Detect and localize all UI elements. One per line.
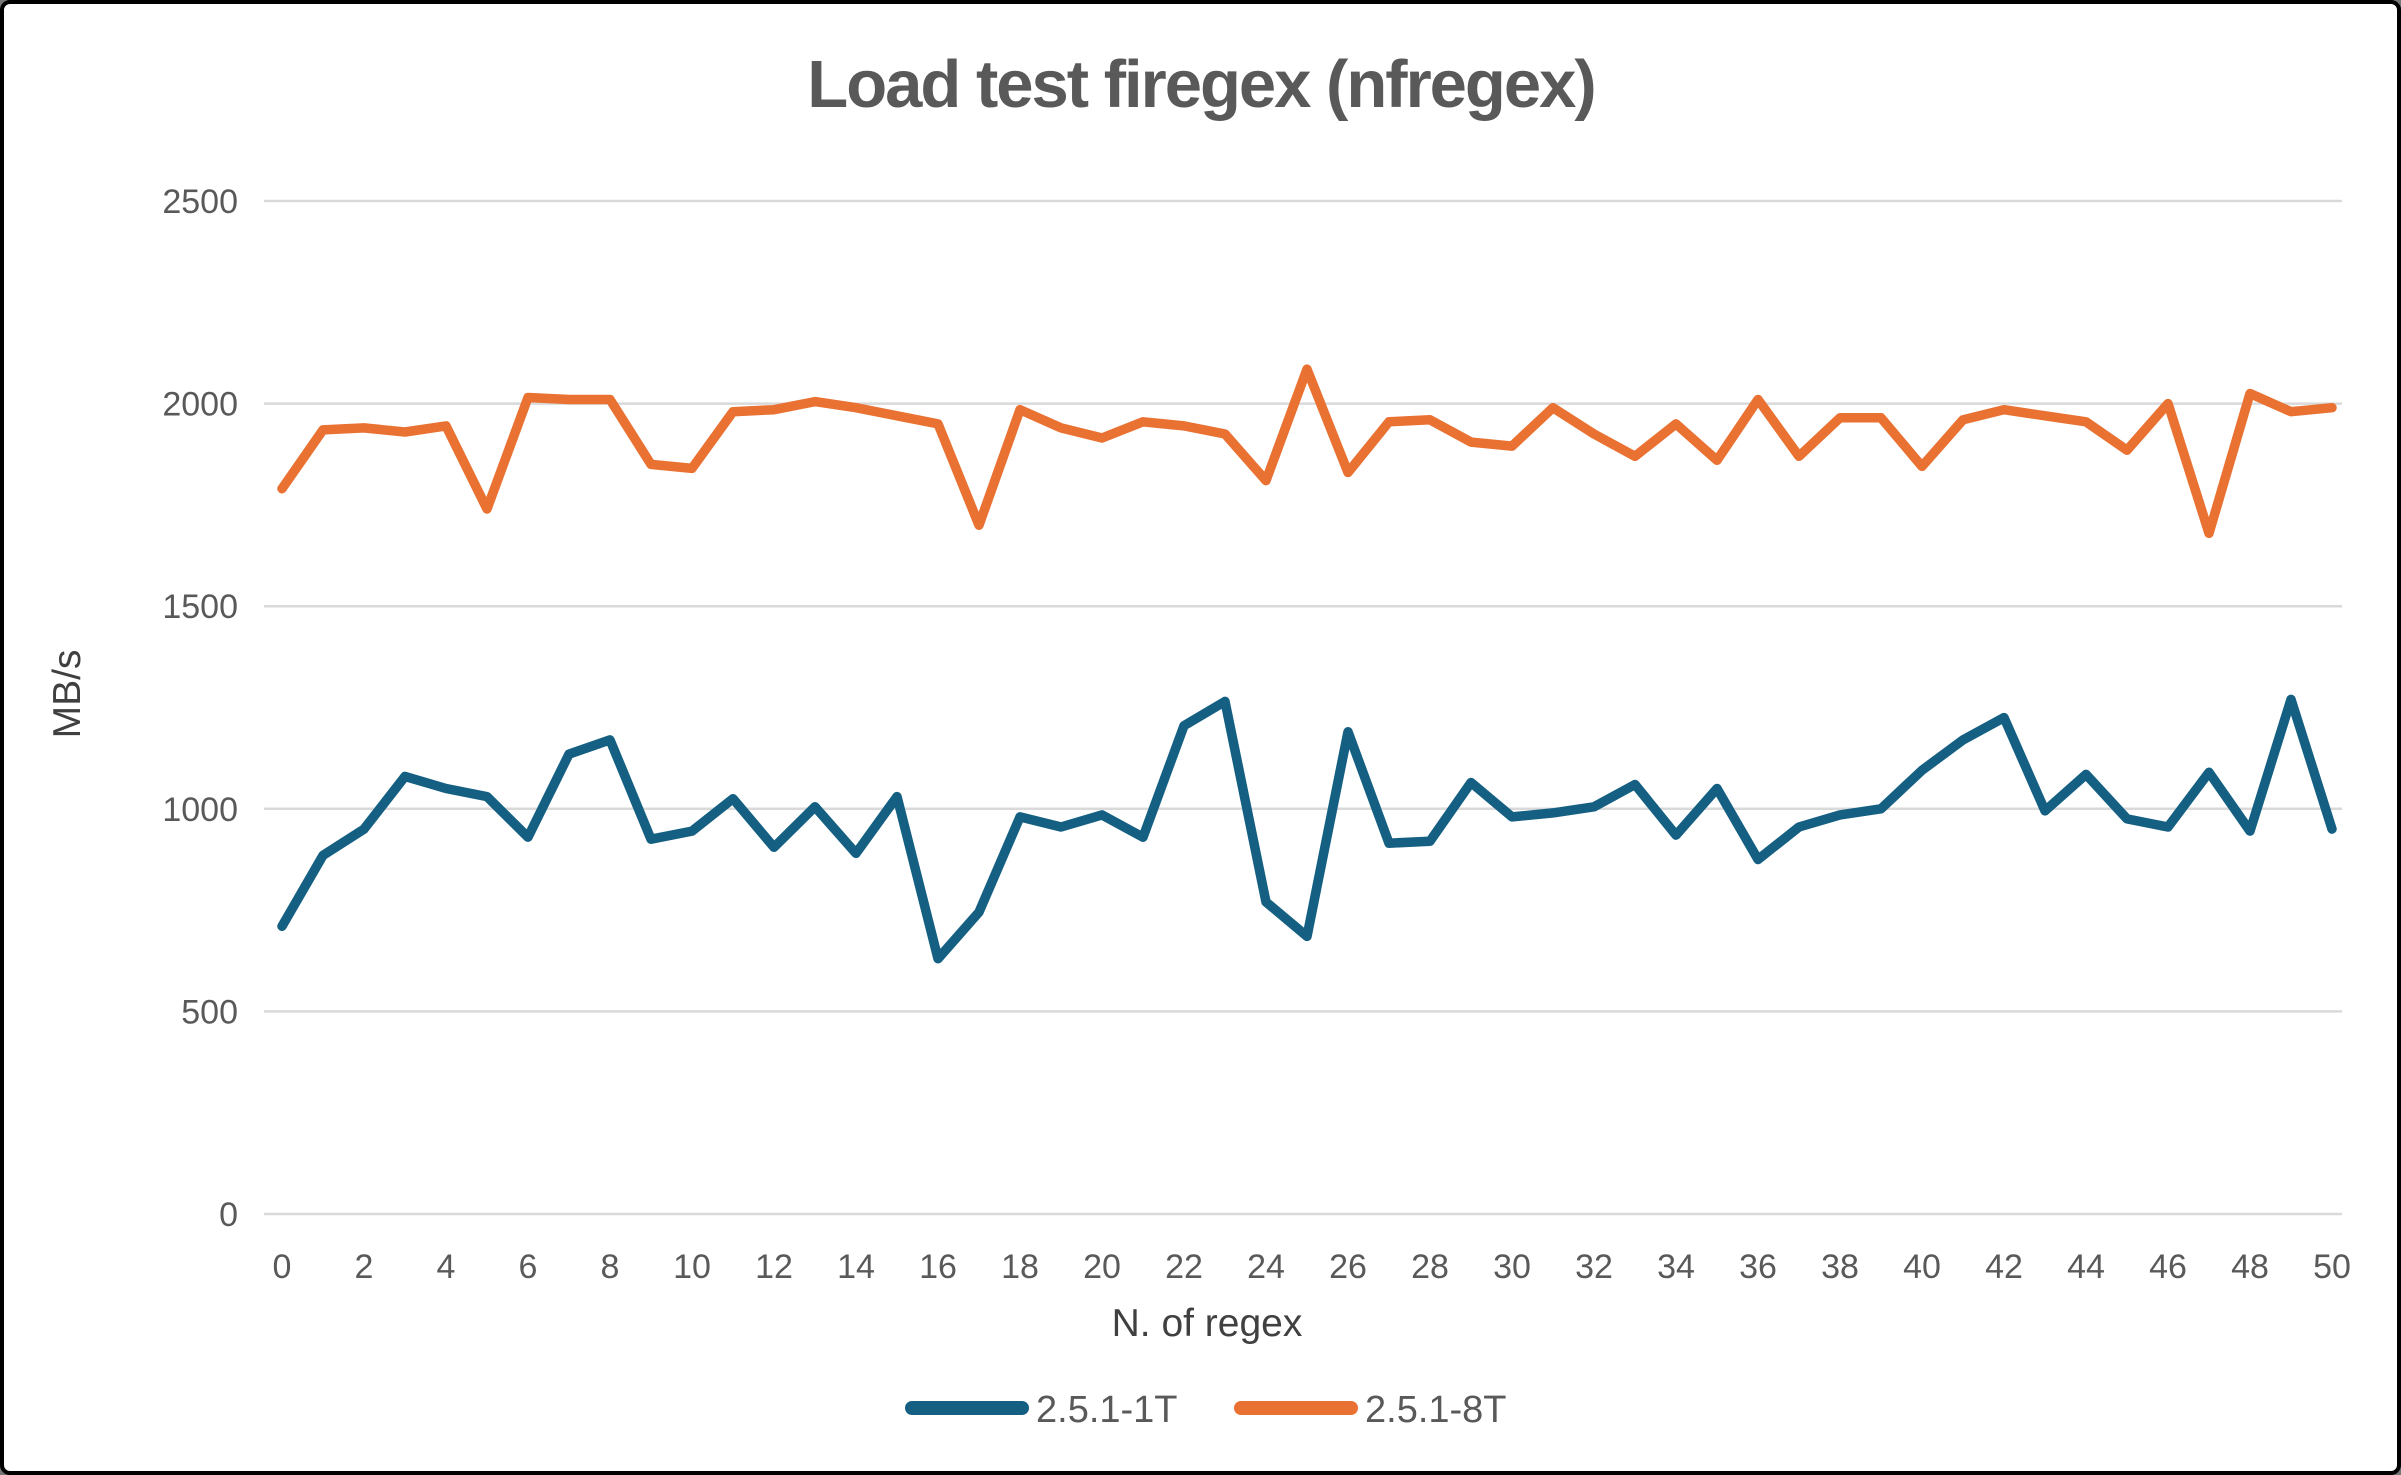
chart-title: Load test firegex (nfregex) bbox=[807, 47, 1594, 122]
y-axis-title: MB/s bbox=[46, 650, 89, 739]
chart-canvas: Load test firegex (nfregex) MB/s N. of r… bbox=[46, 47, 2351, 1431]
y-tick-label: 2000 bbox=[162, 386, 238, 424]
x-tick-label: 26 bbox=[1329, 1248, 1367, 1286]
x-tick-label: 30 bbox=[1493, 1248, 1531, 1286]
y-tick-label: 1000 bbox=[162, 791, 238, 829]
x-tick-label: 10 bbox=[673, 1248, 711, 1286]
x-tick-label: 0 bbox=[273, 1248, 292, 1286]
x-tick-label: 8 bbox=[601, 1248, 620, 1286]
x-tick-label: 38 bbox=[1821, 1248, 1859, 1286]
y-axis-tick-labels: 0 500 1000 1500 2000 2500 bbox=[162, 183, 238, 1234]
x-tick-label: 22 bbox=[1165, 1248, 1203, 1286]
x-tick-label: 6 bbox=[519, 1248, 538, 1286]
x-tick-label: 20 bbox=[1083, 1248, 1121, 1286]
gridlines bbox=[264, 199, 2342, 1216]
x-tick-label: 16 bbox=[919, 1248, 957, 1286]
y-tick-label: 500 bbox=[181, 993, 238, 1031]
x-tick-label: 12 bbox=[755, 1248, 793, 1286]
x-tick-label: 40 bbox=[1903, 1248, 1941, 1286]
x-axis-title: N. of regex bbox=[1112, 1302, 1303, 1345]
x-tick-label: 50 bbox=[2313, 1248, 2351, 1286]
y-tick-label: 1500 bbox=[162, 588, 238, 626]
x-tick-label: 24 bbox=[1247, 1248, 1285, 1286]
legend-label-2.5.1-1T: 2.5.1-1T bbox=[1036, 1389, 1178, 1431]
legend: 2.5.1-1T 2.5.1-8T bbox=[905, 1389, 1507, 1431]
x-tick-label: 4 bbox=[437, 1248, 456, 1286]
y-tick-label: 0 bbox=[219, 1196, 238, 1234]
series-line-2.5.1-1T bbox=[277, 694, 2337, 964]
x-tick-label: 44 bbox=[2067, 1248, 2105, 1286]
y-tick-label: 2500 bbox=[162, 183, 238, 221]
x-tick-label: 14 bbox=[837, 1248, 875, 1286]
x-tick-label: 42 bbox=[1985, 1248, 2023, 1286]
x-tick-label: 32 bbox=[1575, 1248, 1613, 1286]
x-tick-label: 18 bbox=[1001, 1248, 1039, 1286]
legend-label-2.5.1-8T: 2.5.1-8T bbox=[1365, 1389, 1507, 1431]
x-tick-label: 2 bbox=[355, 1248, 374, 1286]
x-tick-label: 28 bbox=[1411, 1248, 1449, 1286]
series-line-2.5.1-8T bbox=[277, 364, 2337, 539]
x-tick-label: 34 bbox=[1657, 1248, 1695, 1286]
x-tick-label: 48 bbox=[2231, 1248, 2269, 1286]
x-tick-label: 36 bbox=[1739, 1248, 1777, 1286]
x-axis-tick-labels: 0 2 4 6 8 10 12 14 16 18 20 22 24 26 28 30 32 34 36 38 40 42 4… bbox=[273, 1248, 2351, 1286]
x-tick-label: 46 bbox=[2149, 1248, 2187, 1286]
